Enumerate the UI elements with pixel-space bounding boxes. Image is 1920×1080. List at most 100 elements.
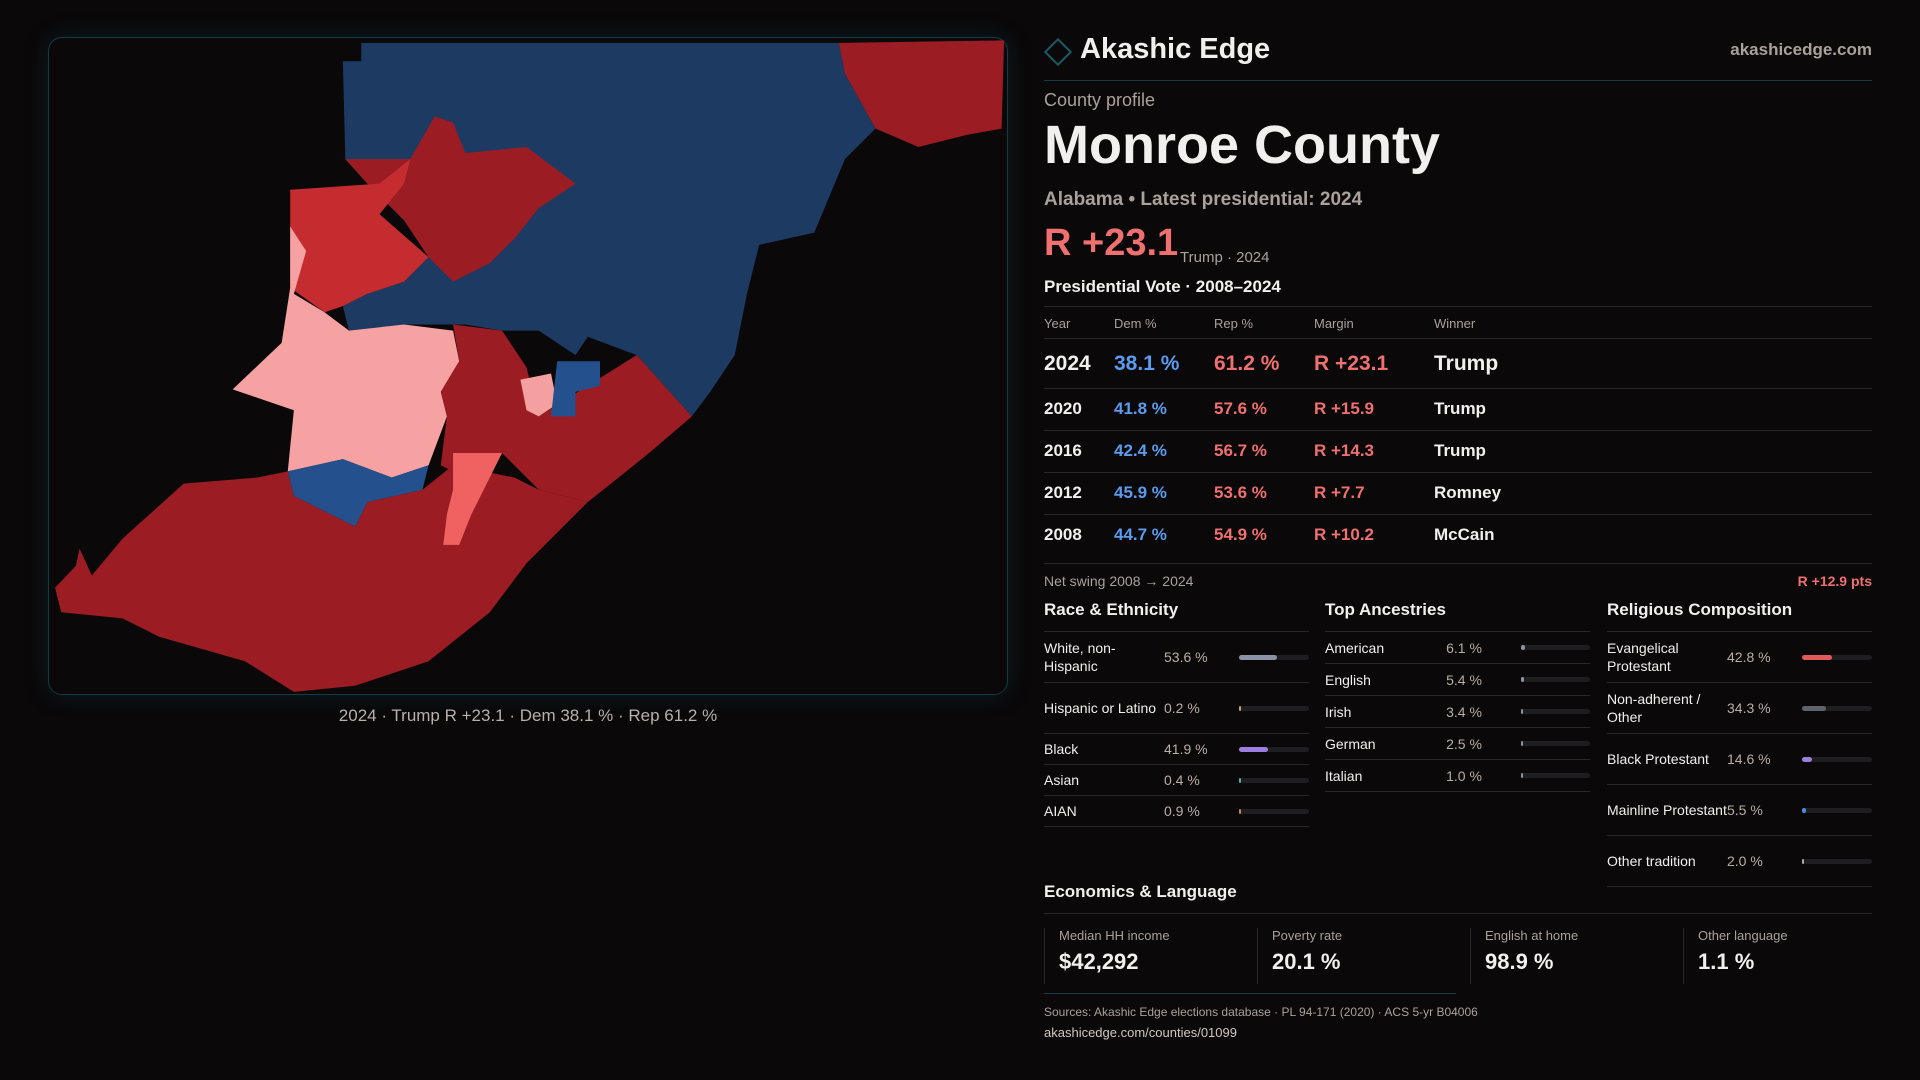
list-item: Evangelical Protestant 42.8 % — [1607, 632, 1872, 683]
subtitle: Alabama • Latest presidential: 2024 — [1044, 189, 1363, 210]
col-rep: Rep % — [1214, 315, 1254, 331]
ancestry-section: Top Ancestries American 6.1 % English 5.4 % I… — [1325, 600, 1590, 792]
rep-pct-cell: 56.7 % — [1214, 441, 1267, 460]
card-value: 1.1 % — [1698, 949, 1755, 974]
item-label: Black — [1044, 741, 1079, 757]
card-value: $42,292 — [1059, 949, 1139, 974]
econ-card: English at home 98.9 % — [1470, 928, 1682, 984]
item-label: Italian — [1325, 767, 1363, 784]
year-cell: 2008 — [1044, 525, 1082, 544]
item-bar — [1802, 756, 1872, 762]
item-bar-fill — [1802, 654, 1832, 660]
card-label: Other language — [1698, 928, 1788, 943]
year-cell: 2016 — [1044, 441, 1082, 460]
race-section: Race & Ethnicity White, non-Hispanic 53.6 … — [1044, 600, 1309, 827]
precinct-small-dem[interactable] — [551, 361, 600, 417]
item-value: 3.4 % — [1446, 703, 1482, 720]
item-label: Hispanic or Latino — [1044, 700, 1157, 716]
item-value: 2.0 % — [1727, 853, 1763, 869]
dem-pct-cell: 42.4 % — [1114, 441, 1167, 460]
item-bar-fill — [1520, 709, 1523, 714]
map-panel — [48, 37, 1008, 695]
eyebrow: County profile — [1044, 90, 1156, 110]
item-bar — [1802, 654, 1872, 660]
vote-row: 2024 38.1 % 61.2 % R +23.1 Trump — [1044, 340, 1872, 388]
item-label: AIAN — [1044, 803, 1077, 819]
card-label: Poverty rate — [1272, 928, 1343, 943]
item-bar — [1520, 773, 1590, 778]
item-bar-fill — [1802, 705, 1826, 711]
ancestry-title: Top Ancestries — [1325, 600, 1590, 632]
item-bar-fill — [1520, 773, 1523, 778]
list-item: Hispanic or Latino 0.2 % — [1044, 683, 1309, 734]
winner-cell: Trump — [1434, 441, 1486, 460]
list-item: English 5.4 % — [1325, 664, 1590, 696]
swing-value: R +12.9 pts — [1797, 573, 1872, 589]
headline-margin: R +23.1 — [1044, 222, 1179, 264]
precinct-strip-rep[interactable] — [443, 453, 503, 545]
col-year: Year — [1044, 315, 1071, 331]
margin-cell: R +14.3 — [1314, 441, 1375, 460]
item-bar-fill — [1239, 746, 1269, 752]
sources: Sources: Akashic Edge elections database… — [1044, 1005, 1478, 1019]
list-item: Mainline Protestant 5.5 % — [1607, 785, 1872, 836]
precinct-northeast-rep[interactable] — [838, 40, 1005, 147]
item-bar — [1520, 709, 1590, 714]
col-dem: Dem % — [1114, 315, 1157, 331]
item-bar-fill — [1520, 645, 1525, 650]
card-value: 20.1 % — [1272, 949, 1341, 974]
precinct-south-dem[interactable] — [287, 459, 429, 527]
precinct-south-rep[interactable] — [55, 416, 692, 692]
item-bar-fill — [1802, 756, 1813, 762]
item-label: Other tradition — [1607, 853, 1696, 869]
winner-cell: McCain — [1434, 525, 1495, 544]
county-url[interactable]: akashicedge.com/counties/01099 — [1044, 1025, 1237, 1040]
vote-row: 2020 41.8 % 57.6 % R +15.9 Trump — [1044, 388, 1872, 430]
page-title: Monroe County — [1044, 115, 1440, 175]
list-item: Asian 0.4 % — [1044, 765, 1309, 796]
list-item: Black 41.9 % — [1044, 734, 1309, 765]
margin-cell: R +10.2 — [1314, 525, 1375, 544]
margin-cell: R +23.1 — [1314, 352, 1389, 375]
diamond-logo-icon — [1043, 37, 1073, 67]
site-link[interactable]: akashicedge.com — [1730, 40, 1872, 59]
winner-cell: Trump — [1434, 399, 1486, 418]
item-bar — [1239, 808, 1309, 814]
swing-label: Net swing 2008 → 2024 — [1044, 573, 1194, 589]
votes-title: Presidential Vote · 2008–2024 — [1044, 277, 1281, 296]
item-label: Irish — [1325, 703, 1352, 720]
item-bar-fill — [1239, 808, 1241, 814]
item-label: White, non-Hispanic — [1044, 640, 1116, 674]
item-label: Evangelical Protestant — [1607, 640, 1679, 674]
profile-panel: Akashic Edge akashicedge.com County prof… — [1043, 0, 1872, 1080]
margin-cell: R +15.9 — [1314, 399, 1375, 418]
winner-cell: Romney — [1434, 483, 1502, 502]
item-label: American — [1325, 639, 1385, 656]
item-bar-fill — [1802, 807, 1806, 813]
precinct-west-lean-rep[interactable] — [232, 226, 460, 478]
precinct-small-lean[interactable] — [520, 373, 558, 417]
item-bar — [1239, 654, 1309, 660]
precinct-north-dem[interactable] — [342, 42, 876, 417]
margin-cell: R +7.7 — [1314, 483, 1365, 502]
item-bar-fill — [1239, 777, 1241, 783]
econ-card: Median HH income $42,292 — [1044, 928, 1256, 984]
precinct-central-north-rep[interactable] — [345, 116, 576, 282]
dem-pct-cell: 45.9 % — [1114, 483, 1167, 502]
religion-title: Religious Composition — [1607, 600, 1872, 632]
religion-section: Religious Composition Evangelical Protest… — [1607, 600, 1872, 887]
precinct-west-rep[interactable] — [290, 159, 429, 313]
item-label: Non-adherent / Other — [1607, 691, 1701, 725]
item-value: 5.4 % — [1446, 671, 1482, 688]
econ-card: Poverty rate 20.1 % — [1257, 928, 1469, 984]
item-value: 14.6 % — [1727, 751, 1771, 767]
list-item: Non-adherent / Other 34.3 % — [1607, 683, 1872, 734]
list-item: White, non-Hispanic 53.6 % — [1044, 632, 1309, 683]
rep-pct-cell: 53.6 % — [1214, 483, 1267, 502]
item-value: 41.9 % — [1164, 741, 1208, 757]
item-bar-fill — [1802, 858, 1804, 864]
item-value: 1.0 % — [1446, 767, 1482, 784]
brand-name: Akashic Edge — [1080, 33, 1271, 65]
item-bar — [1802, 705, 1872, 711]
card-label: English at home — [1485, 928, 1579, 943]
